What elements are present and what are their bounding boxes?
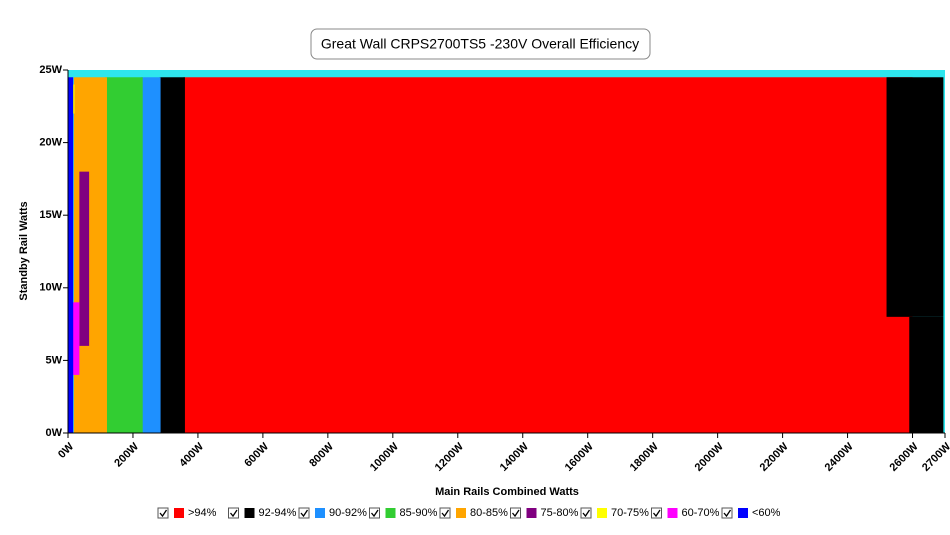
x-tick-label: 800W	[307, 440, 336, 469]
legend-checkbox[interactable]	[439, 507, 451, 519]
efficiency-region	[886, 77, 944, 317]
legend-checkbox[interactable]	[510, 507, 521, 519]
x-tick-label: 200W	[112, 440, 141, 469]
legend-check	[159, 509, 168, 518]
legend-checkbox[interactable]	[580, 507, 592, 519]
x-tick-label: 2400W	[823, 440, 857, 474]
x-tick-label: 2000W	[693, 440, 727, 474]
legend-label: 92-94%	[259, 507, 297, 519]
legend-checkbox[interactable]	[651, 507, 662, 519]
legend-check	[512, 509, 520, 518]
legend-label: 75-80%	[541, 507, 579, 519]
efficiency-region	[141, 77, 161, 433]
y-tick-label: 15W	[39, 209, 62, 221]
legend-label: 85-90%	[400, 507, 438, 519]
legend-checkbox[interactable]	[157, 507, 169, 519]
x-tick-label: 1400W	[498, 440, 532, 474]
legend-swatch	[526, 508, 537, 518]
legend-swatch	[456, 508, 466, 518]
legend-swatch	[597, 508, 607, 518]
legend-check	[371, 509, 379, 518]
x-tick-label: 1200W	[433, 440, 467, 474]
legend-swatch	[385, 508, 396, 518]
x-tick-label: 1000W	[368, 440, 402, 474]
efficiency-region	[159, 77, 185, 433]
x-tick-label: 0W	[56, 440, 77, 461]
y-tick-label: 10W	[39, 282, 62, 294]
title-box	[310, 28, 651, 60]
legend-label: 90-92%	[329, 507, 367, 519]
legend-check	[723, 509, 732, 518]
x-axis-label: Main Rails Combined Watts	[435, 486, 579, 498]
y-axis-label: Standby Rail Watts	[18, 201, 30, 300]
legend-swatch	[244, 508, 255, 518]
legend-checkbox[interactable]	[369, 507, 380, 519]
efficiency-region	[909, 316, 944, 433]
legend-check	[441, 509, 450, 518]
x-tick-label: 2700W	[920, 440, 950, 474]
legend-swatch	[174, 508, 184, 518]
x-tick-label: 1800W	[628, 440, 662, 474]
efficiency-region	[105, 77, 143, 433]
x-tick-label: 2600W	[888, 440, 922, 474]
legend-check	[582, 509, 591, 518]
legend-label: 70-75%	[611, 507, 649, 519]
efficiency-region	[79, 171, 90, 346]
legend-label: 80-85%	[470, 507, 508, 519]
legend-swatch	[738, 508, 748, 518]
legend-checkbox[interactable]	[721, 507, 733, 519]
x-tick-label: 400W	[177, 440, 206, 469]
legend-checkbox[interactable]	[298, 507, 310, 519]
legend-check	[230, 509, 238, 518]
chart-title: Great Wall CRPS2700TS5 -230V Overall Eff…	[321, 36, 639, 52]
legend-label: 60-70%	[682, 507, 720, 519]
legend-check	[300, 509, 309, 518]
legend-check	[653, 509, 661, 518]
x-tick-label: 600W	[242, 440, 271, 469]
y-tick-label: 20W	[39, 137, 62, 149]
x-tick-label: 1600W	[563, 440, 597, 474]
efficiency-region	[183, 77, 913, 433]
y-tick-label: 25W	[39, 64, 62, 76]
y-tick-label: 5W	[46, 354, 63, 366]
efficiency-region	[71, 302, 80, 375]
legend-swatch	[667, 508, 678, 518]
efficiency-region	[73, 77, 107, 433]
legend-swatch	[315, 508, 325, 518]
y-tick-label: 0W	[46, 427, 63, 439]
legend-label: <60%	[752, 507, 781, 519]
legend-label: >94%	[188, 507, 217, 519]
x-tick-label: 2200W	[758, 440, 792, 474]
efficiency-region	[68, 77, 74, 433]
legend-checkbox[interactable]	[228, 507, 239, 519]
